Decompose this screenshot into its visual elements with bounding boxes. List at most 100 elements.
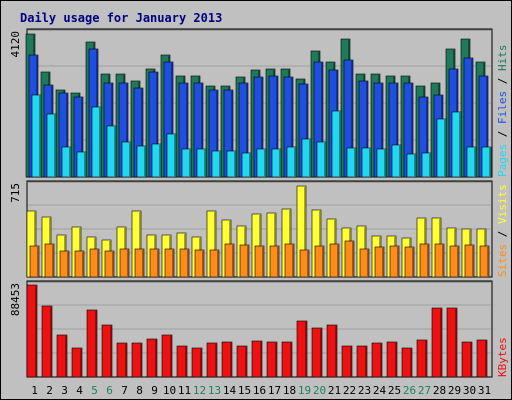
bar-kbytes-day-21 — [326, 324, 338, 378]
bar-shade — [429, 154, 431, 177]
bar-sites-day-17 — [269, 245, 280, 278]
bar-shade — [66, 94, 68, 177]
bar-shade — [54, 115, 56, 177]
bar-kbytes-day-14 — [221, 341, 233, 378]
bar-shade — [141, 89, 143, 177]
bar-shade — [474, 148, 476, 177]
bar-sites-day-27 — [419, 243, 430, 278]
bar-shade — [217, 251, 219, 277]
bar-shade — [290, 343, 292, 377]
bar-shade — [292, 245, 294, 277]
bar-sites-day-10 — [164, 248, 175, 278]
bar-shade — [489, 148, 491, 177]
bar-shade — [234, 152, 236, 177]
bar-shade — [80, 349, 82, 377]
bar-shade — [232, 245, 234, 277]
bar-shade — [380, 344, 382, 377]
bar-pages-day-19 — [301, 138, 312, 178]
bar-sites-day-31 — [479, 245, 490, 278]
bar-pages-day-6 — [106, 125, 117, 178]
bar-sites-day-5 — [89, 248, 100, 278]
bar-shade — [366, 82, 368, 177]
bar-sites-day-3 — [59, 250, 70, 278]
bar-sites-day-11 — [179, 248, 190, 278]
bar-shade — [155, 340, 157, 377]
bar-pages-day-17 — [271, 148, 282, 178]
bar-sites-day-6 — [104, 250, 115, 278]
bar-pages-day-28 — [436, 118, 447, 178]
x-tick-label-17: 17 — [268, 384, 281, 397]
bar-shade — [381, 84, 383, 177]
bar-pages-day-3 — [61, 146, 72, 178]
bar-shade — [67, 252, 69, 277]
bar-shade — [200, 349, 202, 377]
bar-shade — [322, 247, 324, 277]
bar-pages-day-23 — [361, 147, 372, 178]
bar-shade — [35, 286, 37, 377]
x-tick-label-18: 18 — [283, 384, 296, 397]
x-tick-label-9: 9 — [151, 384, 158, 397]
bar-sites-day-14 — [224, 243, 235, 278]
x-tick-label-31: 31 — [478, 384, 491, 397]
x-tick-label-30: 30 — [463, 384, 476, 397]
bar-pages-day-16 — [256, 148, 267, 178]
bar-shade — [189, 150, 191, 177]
bar-shade — [114, 127, 116, 177]
x-tick-label-12: 12 — [193, 384, 206, 397]
x-tick-label-13: 13 — [208, 384, 221, 397]
bar-kbytes-day-26 — [401, 347, 413, 378]
bar-sites-day-2 — [44, 243, 55, 278]
bar-shade — [399, 146, 401, 177]
bar-pages-day-15 — [241, 152, 252, 178]
bar-pages-day-4 — [76, 151, 87, 178]
bar-shade — [455, 309, 457, 377]
bar-kbytes-day-5 — [86, 309, 98, 378]
bar-kbytes-day-19 — [296, 320, 308, 378]
legend-visits: Visits — [496, 184, 509, 224]
bar-sites-day-7 — [119, 248, 130, 278]
bar-shade — [397, 247, 399, 277]
bar-shade — [367, 250, 369, 277]
bar-shade — [216, 91, 218, 177]
bar-sites-day-25 — [389, 245, 400, 278]
x-tick-label-15: 15 — [238, 384, 251, 397]
bar-shade — [442, 245, 444, 277]
bar-kbytes-day-29 — [446, 307, 458, 378]
bar-pages-day-21 — [331, 110, 342, 178]
bar-kbytes-day-1 — [26, 284, 38, 378]
bar-shade — [39, 96, 41, 177]
bar-shade — [324, 143, 326, 177]
kbytes-panel-legend-text: KBytes — [496, 337, 509, 377]
bar-shade — [84, 153, 86, 177]
legend-hits: Hits — [496, 45, 509, 72]
bar-kbytes-day-11 — [176, 345, 188, 378]
bar-pages-day-24 — [376, 148, 387, 178]
bar-pages-day-12 — [196, 148, 207, 178]
bar-pages-day-13 — [211, 150, 222, 178]
x-tick-label-14: 14 — [223, 384, 237, 397]
bar-shade — [354, 149, 356, 177]
bar-shade — [275, 343, 277, 377]
bar-shade — [384, 150, 386, 177]
bar-pages-day-10 — [166, 133, 177, 178]
bar-sites-day-8 — [134, 248, 145, 278]
hits-panel-legend: Pages / Files / Hits — [496, 45, 509, 178]
x-tick-label-27: 27 — [418, 384, 431, 397]
bar-shade — [245, 347, 247, 377]
bar-shade — [219, 152, 221, 177]
bar-shade — [65, 336, 67, 377]
bar-sites-day-4 — [74, 250, 85, 278]
bar-pages-day-30 — [466, 146, 477, 178]
bar-shade — [319, 211, 321, 277]
bar-shade — [144, 147, 146, 177]
bar-shade — [34, 212, 36, 277]
bar-shade — [215, 344, 217, 377]
bar-shade — [231, 91, 233, 177]
chart-title: Daily usage for January 2013 — [20, 11, 222, 25]
bar-sites-day-20 — [314, 245, 325, 278]
x-tick-label-21: 21 — [328, 384, 341, 397]
bar-shade — [171, 63, 173, 177]
bar-shade — [140, 344, 142, 377]
bar-shade — [309, 140, 311, 177]
kbytes-panel: 88453 KBytes — [9, 280, 509, 378]
